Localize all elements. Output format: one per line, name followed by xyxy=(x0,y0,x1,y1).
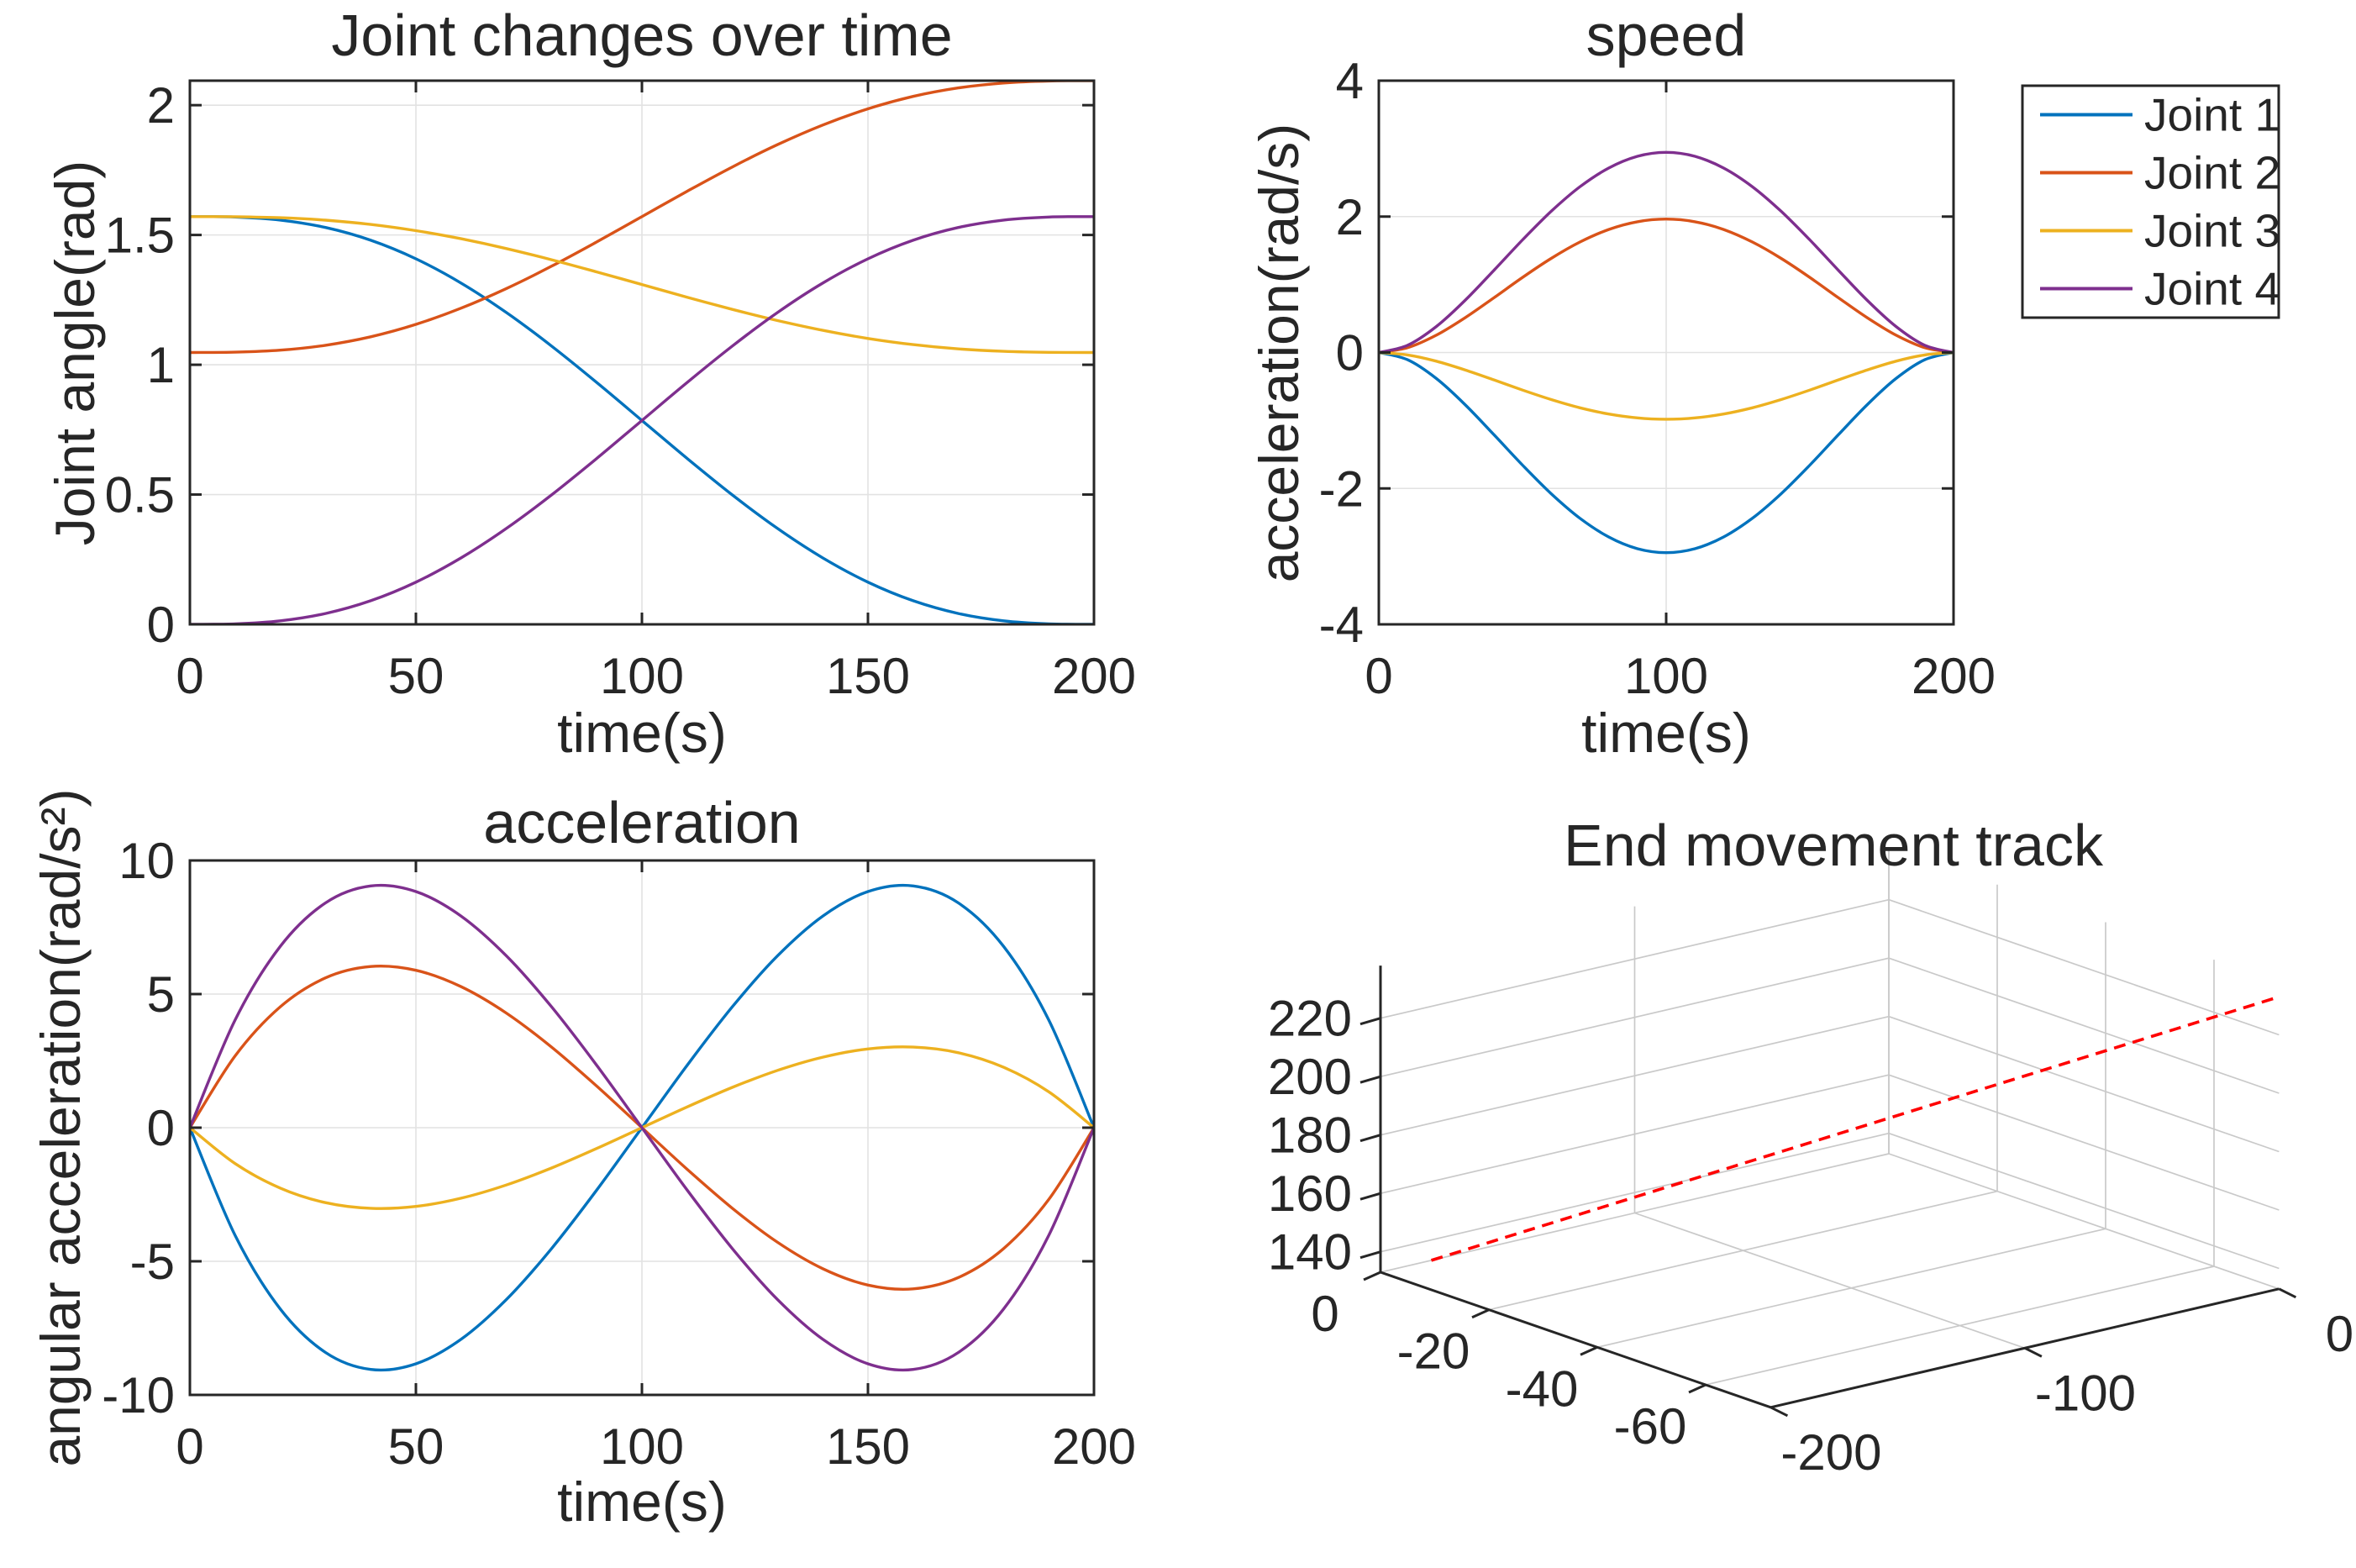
x-tick-label: 50 xyxy=(388,648,444,704)
series-group xyxy=(190,883,1094,1372)
y-tick-label: 0 xyxy=(147,597,175,653)
subplot1-ylabel: Joint angle(rad) xyxy=(44,160,106,546)
z-tick-label: 140 xyxy=(1268,1224,1352,1281)
z-tick-mark xyxy=(1359,1134,1381,1143)
y-tick-mark xyxy=(1471,1308,1490,1319)
series-line-joint-2 xyxy=(190,81,1094,355)
wall-gridline-z xyxy=(1888,957,2280,1094)
wall-gridline-z xyxy=(1888,1015,2280,1153)
legend: Joint 1 Joint 2 Joint 3 Joint 4 xyxy=(2021,84,2280,319)
y-tick-label: -5 xyxy=(130,1234,175,1290)
x-tick-label: 100 xyxy=(600,648,684,704)
series-line-joint-4 xyxy=(190,215,1094,624)
series-line-joint-4 xyxy=(1379,150,1954,355)
x-tick-label: 0 xyxy=(1365,648,1392,704)
y-tick-label: 4 xyxy=(1336,53,1364,109)
subplot3-title: acceleration xyxy=(483,790,800,855)
end-effector-track xyxy=(1430,995,2280,1262)
z-tick-label: 160 xyxy=(1268,1165,1352,1222)
x-tick-label: -100 xyxy=(2035,1365,2136,1421)
series-line-joint-4 xyxy=(190,883,1094,1372)
subplot4-title: End movement track xyxy=(1564,813,2104,878)
z-tick-mark xyxy=(1359,1075,1381,1084)
legend-label: Joint 1 xyxy=(2144,89,2280,141)
z-tick-mark xyxy=(1359,1017,1381,1026)
y-tick-label: -2 xyxy=(1319,460,1364,517)
legend-label: Joint 4 xyxy=(2144,263,2280,315)
legend-items: Joint 1 Joint 2 Joint 3 Joint 4 xyxy=(2040,89,2280,315)
subplot-2: 0 100 200 -4 -2 0 2 4 xyxy=(1319,53,1996,704)
floor-gridline-x xyxy=(1634,1212,2026,1350)
z-tick-label: 200 xyxy=(1268,1049,1352,1105)
legend-item-joint-4: Joint 4 xyxy=(2040,263,2280,315)
z-tick-label: 180 xyxy=(1268,1108,1352,1164)
legend-item-joint-2: Joint 2 xyxy=(2040,147,2280,199)
subplot2-ylabel: acceleration(rad/s) xyxy=(1248,124,1310,583)
floor-gridline-x xyxy=(1888,1153,2280,1290)
x-tick-label: 150 xyxy=(826,1418,910,1475)
x-tick-label: -200 xyxy=(1780,1424,1881,1481)
z-tick-mark xyxy=(1359,1250,1381,1260)
subplot-3: 0 50 100 150 200 -10 -5 0 5 10 xyxy=(102,833,1136,1475)
y-tick-label: -60 xyxy=(1614,1398,1687,1455)
legend-box xyxy=(2021,84,2280,319)
y-tick-label: 0.5 xyxy=(105,467,175,524)
legend-label: Joint 3 xyxy=(2144,205,2280,257)
subplot2-xlabel: time(s) xyxy=(1581,702,1751,764)
subplot-1: 0 50 100 150 200 0 0.5 1 1.5 2 xyxy=(105,77,1136,704)
z-tick-mark xyxy=(1359,1192,1381,1201)
y-tick-label: 2 xyxy=(1336,189,1364,245)
x-tick-label: 50 xyxy=(388,1418,444,1475)
x-tick-mark xyxy=(1770,1406,1789,1418)
x-tick-label: 200 xyxy=(1052,648,1136,704)
x-tick-label: 100 xyxy=(1624,648,1708,704)
legend-item-joint-1: Joint 1 xyxy=(2040,89,2280,141)
series-line-joint-3 xyxy=(1379,350,1954,421)
subplot1-xlabel: time(s) xyxy=(557,702,727,764)
y-tick-label: 2 xyxy=(147,77,175,134)
y-tick-mark xyxy=(1363,1271,1381,1281)
y-tick-label: -40 xyxy=(1506,1360,1579,1417)
series-line-joint-2 xyxy=(1379,218,1954,355)
subplot2-title: speed xyxy=(1586,3,1747,68)
z-tick-label: 220 xyxy=(1268,991,1352,1047)
y-tick-label: 10 xyxy=(118,833,175,889)
y-tick-label: 0 xyxy=(1311,1286,1338,1342)
legend-label: Joint 2 xyxy=(2144,147,2280,199)
series-group xyxy=(1379,150,1954,555)
series-group xyxy=(190,81,1094,624)
y-tick-mark xyxy=(1580,1345,1598,1356)
wall-gridline-z xyxy=(1888,1132,2280,1270)
x-tick-label: 150 xyxy=(826,648,910,704)
subplot3-xlabel: time(s) xyxy=(557,1471,727,1533)
series-line-joint-3 xyxy=(190,215,1094,355)
x-tick-label: 200 xyxy=(1912,648,1996,704)
y-tick-label: 1 xyxy=(147,337,175,393)
y-tick-label: -20 xyxy=(1397,1323,1470,1380)
x-tick-mark xyxy=(2024,1346,2043,1358)
wall-gridline-z xyxy=(1888,1074,2280,1211)
subplot3-ylabel: angular acceleration(rad/s²) xyxy=(29,788,92,1466)
x-tick-label: 200 xyxy=(1052,1418,1136,1475)
y-tick-label: -4 xyxy=(1319,597,1364,653)
x-tick-label: 100 xyxy=(600,1418,684,1475)
subplot1-title: Joint changes over time xyxy=(331,3,952,68)
x-tick-label: 0 xyxy=(176,1418,203,1475)
y-tick-label: 0 xyxy=(1336,325,1364,381)
x-tick-mark xyxy=(2278,1287,2297,1299)
y-tick-label: 1.5 xyxy=(105,208,175,264)
series-line-joint-1 xyxy=(1379,350,1954,555)
y-tick-mark xyxy=(1688,1383,1707,1394)
x-tick-label: 0 xyxy=(2326,1306,2353,1362)
y-tick-label: 5 xyxy=(147,966,175,1023)
legend-item-joint-3: Joint 3 xyxy=(2040,205,2280,257)
y-tick-label: 0 xyxy=(147,1100,175,1156)
x-tick-label: 0 xyxy=(176,648,203,704)
wall-gridline-z xyxy=(1888,898,2280,1036)
y-tick-label: -10 xyxy=(102,1367,175,1423)
